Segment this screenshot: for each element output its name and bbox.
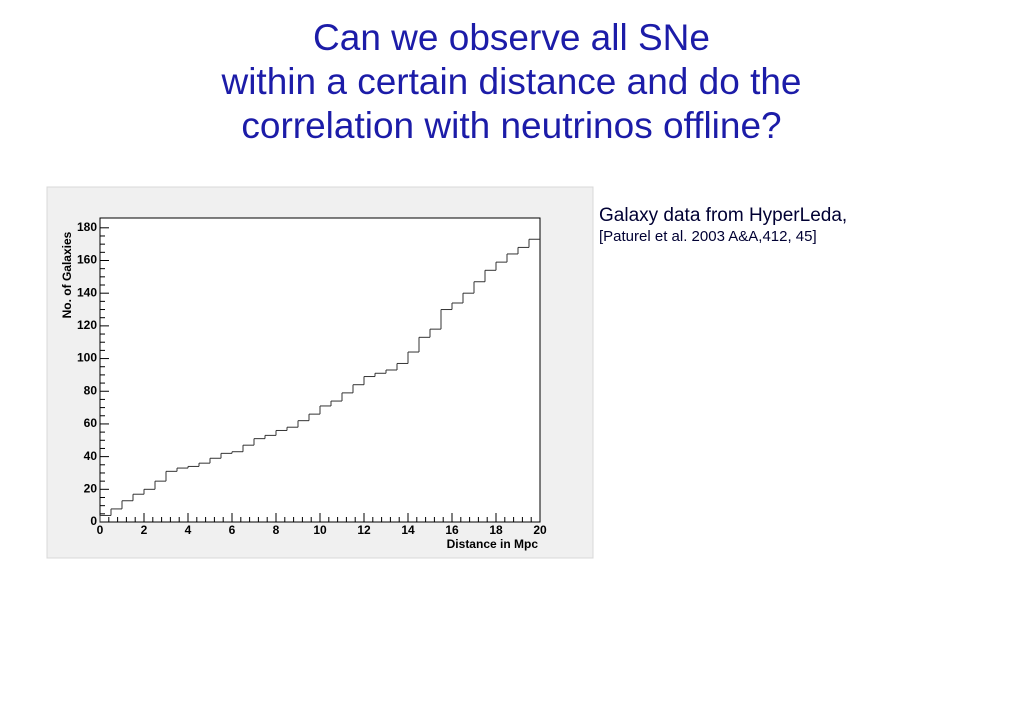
caption: Galaxy data from HyperLeda, [Paturel et …: [599, 204, 847, 246]
caption-line: Galaxy data from HyperLeda,: [599, 205, 848, 226]
y-tick-label: 120: [77, 318, 97, 332]
y-tick-label: 20: [84, 481, 98, 495]
x-tick-label: 0: [97, 523, 104, 537]
x-tick-label: 16: [445, 523, 459, 537]
y-tick-label: 160: [77, 253, 97, 267]
x-tick-label: 20: [533, 523, 547, 537]
x-tick-label: 2: [141, 523, 148, 537]
y-tick-label: 180: [77, 220, 97, 234]
slide-title: Can we observe all SNe within a certain …: [0, 16, 1023, 148]
title-line: correlation with neutrinos offline?: [241, 105, 782, 146]
y-tick-label: 140: [77, 285, 97, 299]
x-axis-label: Distance in Mpc: [447, 537, 539, 551]
x-tick-label: 18: [489, 523, 503, 537]
y-tick-label: 60: [84, 416, 98, 430]
x-tick-label: 6: [229, 523, 236, 537]
y-tick-label: 80: [84, 383, 98, 397]
x-tick-label: 4: [185, 523, 192, 537]
y-tick-label: 40: [84, 449, 98, 463]
x-tick-label: 10: [313, 523, 327, 537]
y-tick-label: 100: [77, 351, 97, 365]
title-line: Can we observe all SNe: [313, 17, 710, 58]
title-line: within a certain distance and do the: [221, 61, 802, 102]
x-tick-label: 14: [401, 523, 415, 537]
x-tick-label: 8: [273, 523, 280, 537]
y-tick-label: 0: [90, 514, 97, 528]
x-tick-label: 12: [357, 523, 371, 537]
caption-line: [Paturel et al. 2003 A&A,412, 45]: [599, 228, 817, 245]
y-axis-label: No. of Galaxies: [60, 231, 74, 318]
